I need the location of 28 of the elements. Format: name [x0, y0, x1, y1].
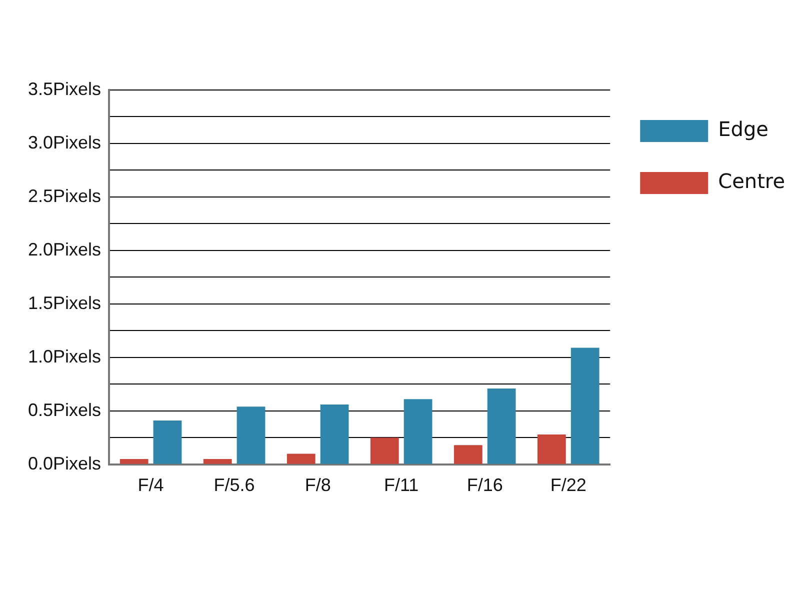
bar — [570, 348, 600, 464]
bar — [120, 459, 148, 464]
bar — [404, 399, 432, 464]
x-tick-label: F/4 — [138, 475, 164, 496]
y-tick-label: 0.0Pixels — [28, 453, 102, 474]
y-tick-label: 1.5Pixels — [28, 292, 102, 313]
x-tick-label: F/22 — [550, 475, 586, 496]
bar — [153, 420, 182, 464]
bar — [320, 404, 349, 464]
y-tick-label: 3.0Pixels — [28, 132, 102, 152]
bar — [286, 454, 316, 464]
legend-label: Centre — [718, 169, 785, 194]
legend-label: Edge — [718, 117, 768, 142]
bar — [370, 438, 399, 464]
y-tick-label: 1.0Pixels — [28, 346, 102, 366]
bar — [236, 406, 266, 464]
x-tick-label: F/8 — [304, 475, 331, 496]
bar — [203, 459, 232, 464]
y-tick-label: 2.5Pixels — [28, 186, 102, 206]
x-tick-label: F/11 — [384, 475, 419, 496]
bar — [537, 434, 566, 464]
y-tick-label: 3.5Pixels — [28, 78, 102, 99]
x-tick-label: F/5.6 — [214, 475, 255, 496]
y-tick-label: 2.0Pixels — [28, 239, 102, 260]
bar — [487, 388, 516, 464]
bar — [454, 445, 482, 464]
y-tick-label: 0.5Pixels — [28, 400, 102, 420]
x-tick-label: F/16 — [466, 475, 503, 496]
